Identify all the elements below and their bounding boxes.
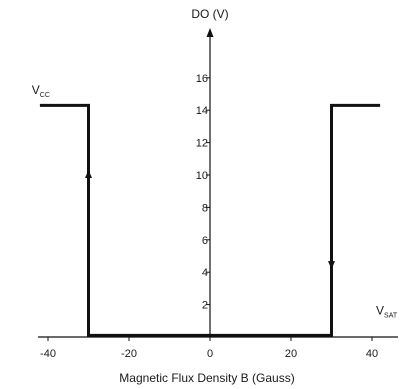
annotation-sat: V SAT <box>376 303 398 319</box>
annotations: V CCV SAT <box>32 83 398 319</box>
arrow-up-icon <box>85 170 92 178</box>
y-tick-label: 8 <box>202 202 208 214</box>
x-tick-label: -20 <box>121 348 137 360</box>
y-tick-label: 2 <box>202 300 208 312</box>
annotation-sub: SAT <box>384 312 398 319</box>
ticks: -40 -20 0 20 40 2 4 6 8 10 12 14 16 <box>40 73 378 360</box>
y-axis-title: DO (V) <box>191 7 228 21</box>
y-tick-label: 4 <box>202 267 208 279</box>
axes <box>38 28 398 338</box>
x-tick-label: 0 <box>207 348 213 360</box>
y-tick-label: 10 <box>196 170 208 182</box>
x-tick-label: 20 <box>285 348 297 360</box>
arrow-down-icon <box>328 261 335 270</box>
y-tick-label: 16 <box>196 73 208 85</box>
annotation-cc: V CC <box>32 83 50 99</box>
series <box>39 103 381 337</box>
y-tick-label: 12 <box>196 138 208 150</box>
annotation-main: V <box>32 83 40 97</box>
x-tick-label: -40 <box>40 348 56 360</box>
y-tick-label: 6 <box>202 235 208 247</box>
x-tick-label: 40 <box>366 348 378 360</box>
y-tick-label: 14 <box>196 105 208 117</box>
annotation-main: V <box>376 303 384 317</box>
x-axis-title: Magnetic Flux Density B (Gauss) <box>119 371 294 385</box>
hysteresis-line <box>39 103 381 337</box>
direction-arrows <box>85 170 335 270</box>
annotation-sub: CC <box>40 92 50 99</box>
y-axis-arrow-icon <box>206 28 214 37</box>
